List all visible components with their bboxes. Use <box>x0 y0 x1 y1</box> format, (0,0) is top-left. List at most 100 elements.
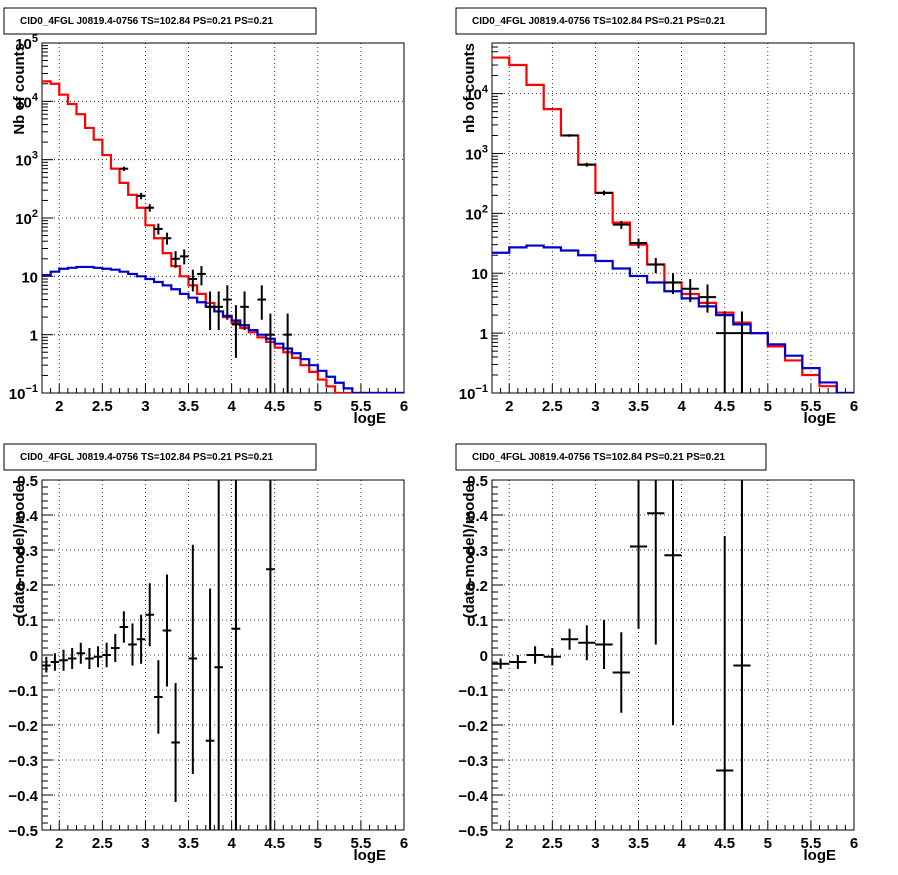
y-tick-label: 1 <box>30 328 38 345</box>
x-tick-label: 3.5 <box>178 398 199 415</box>
y-tick-label: 103 <box>465 143 488 163</box>
chart-title: CID0_4FGL J0819.4-0756 TS=102.84 PS=0.21… <box>20 16 273 27</box>
y-axis-title: (data-model)/model <box>461 480 478 618</box>
x-tick-label: 3.5 <box>628 398 649 415</box>
y-tick-label: −0.3 <box>8 753 38 770</box>
x-tick-label: 5 <box>314 835 322 852</box>
series-group <box>492 56 854 393</box>
chart-panel-3: CID0_4FGL J0819.4-0756 TS=102.84 PS=0.21… <box>3 443 408 864</box>
chart-panel-1: CID0_4FGL J0819.4-0756 TS=102.84 PS=0.21… <box>3 7 408 427</box>
x-tick-label: 3 <box>591 835 599 852</box>
chart-title-box <box>3 443 317 471</box>
x-tick-label: 6 <box>400 835 408 852</box>
x-tick-label: 2 <box>505 398 513 415</box>
plot-frame <box>491 42 855 394</box>
chart-panel-4: CID0_4FGL J0819.4-0756 TS=102.84 PS=0.21… <box>455 443 858 864</box>
x-tick-label: 5.5 <box>350 835 371 852</box>
x-tick-label: 5.5 <box>350 398 371 415</box>
y-tick-label: 0.5 <box>467 473 488 490</box>
data-points <box>492 480 751 830</box>
x-axis-title: logE <box>354 847 387 864</box>
y-tick-label: 10 <box>471 266 488 283</box>
x-tick-label: 2 <box>505 835 513 852</box>
total-model-line <box>492 56 854 393</box>
y-tick-label: 0.3 <box>467 543 488 560</box>
y-tick-label: 10−1 <box>9 383 38 403</box>
data-points <box>42 480 275 830</box>
x-tick-label: 4 <box>227 398 236 415</box>
y-tick-label: −0.3 <box>458 753 488 770</box>
x-tick-label: 3.5 <box>178 835 199 852</box>
x-tick-label: 2 <box>55 835 63 852</box>
y-tick-label: −0.4 <box>8 788 38 805</box>
x-tick-label: 2 <box>55 398 63 415</box>
y-tick-label: 0.2 <box>17 578 38 595</box>
x-tick-label: 4.5 <box>264 398 285 415</box>
chart-title-box <box>3 7 317 35</box>
series-group <box>42 80 404 393</box>
y-tick-label: −0.2 <box>458 718 488 735</box>
y-tick-label: 0.1 <box>17 613 38 630</box>
y-tick-label: −0.2 <box>8 718 38 735</box>
background-model-line <box>42 265 404 393</box>
y-tick-label: 10 <box>21 269 38 286</box>
y-tick-label: 10−1 <box>459 383 488 403</box>
y-tick-label: 105 <box>15 33 38 53</box>
x-tick-label: 4 <box>677 398 686 415</box>
y-tick-label: 0 <box>480 648 488 665</box>
y-tick-label: 103 <box>15 150 38 170</box>
y-tick-label: 104 <box>465 84 489 104</box>
x-tick-label: 4 <box>677 835 686 852</box>
y-axis-title: nb of counts <box>461 43 478 133</box>
chart-panel-2: CID0_4FGL J0819.4-0756 TS=102.84 PS=0.21… <box>455 7 858 427</box>
y-tick-label: 1 <box>480 326 488 343</box>
total-model-line <box>42 80 404 393</box>
x-tick-label: 2.5 <box>542 398 563 415</box>
y-tick-label: −0.4 <box>458 788 488 805</box>
chart-title: CID0_4FGL J0819.4-0756 TS=102.84 PS=0.21… <box>472 452 725 463</box>
x-tick-label: 3 <box>141 398 149 415</box>
y-tick-label: 102 <box>465 203 488 223</box>
x-axis-title: logE <box>804 410 837 427</box>
data-points <box>560 134 751 393</box>
y-tick-label: 0.5 <box>17 473 38 490</box>
y-tick-label: 102 <box>15 208 38 228</box>
x-tick-label: 6 <box>850 835 858 852</box>
x-tick-label: 5.5 <box>800 835 821 852</box>
y-tick-label: 0.3 <box>17 543 38 560</box>
x-tick-label: 2.5 <box>92 835 113 852</box>
x-axis-title: logE <box>354 410 387 427</box>
chart-title: CID0_4FGL J0819.4-0756 TS=102.84 PS=0.21… <box>20 452 273 463</box>
x-tick-label: 5 <box>764 398 772 415</box>
x-tick-label: 4 <box>227 835 236 852</box>
y-axis-title: Nb of counts <box>11 43 28 135</box>
x-tick-label: 5.5 <box>800 398 821 415</box>
y-tick-label: 0.4 <box>17 508 39 525</box>
y-tick-label: 0.4 <box>467 508 489 525</box>
data-points <box>119 166 292 393</box>
y-tick-label: −0.5 <box>458 823 488 840</box>
chart-title-box <box>455 443 767 471</box>
x-tick-label: 3 <box>141 835 149 852</box>
x-tick-label: 5 <box>764 835 772 852</box>
chart-title-box <box>455 7 767 35</box>
x-tick-label: 6 <box>850 398 858 415</box>
chart-title: CID0_4FGL J0819.4-0756 TS=102.84 PS=0.21… <box>472 16 725 27</box>
x-tick-label: 4.5 <box>714 835 735 852</box>
y-tick-label: 0.1 <box>467 613 488 630</box>
background-model-line <box>492 244 854 393</box>
y-tick-label: 0 <box>30 648 38 665</box>
y-tick-label: −0.1 <box>458 683 488 700</box>
y-tick-label: −0.5 <box>8 823 38 840</box>
y-tick-label: 0.2 <box>467 578 488 595</box>
y-tick-label: −0.1 <box>8 683 38 700</box>
y-tick-label: 104 <box>15 91 39 111</box>
x-tick-label: 2.5 <box>542 835 563 852</box>
x-axis-title: logE <box>804 847 837 864</box>
y-axis-title: (data-model)/model <box>11 480 28 618</box>
x-tick-label: 4.5 <box>264 835 285 852</box>
x-tick-label: 5 <box>314 398 322 415</box>
x-tick-label: 4.5 <box>714 398 735 415</box>
x-tick-label: 3 <box>591 398 599 415</box>
